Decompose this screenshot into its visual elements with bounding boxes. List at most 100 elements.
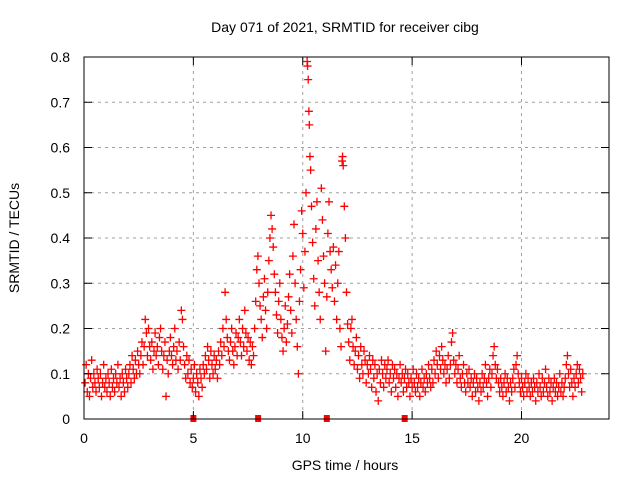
data-point [320,279,329,288]
data-point [139,360,148,369]
x-axis-label: GPS time / hours [292,457,399,473]
data-point [187,365,196,374]
data-point [276,315,285,324]
data-point [246,338,255,347]
data-point [247,360,256,369]
data-point [127,378,136,387]
grid [84,57,609,419]
data-point [85,392,94,401]
data-point [215,360,224,369]
data-point [447,338,456,347]
data-point [432,347,441,356]
data-point [317,184,326,193]
data-point [218,324,227,333]
data-point [411,387,420,396]
data-point [309,274,318,283]
data-point [223,333,232,342]
data-point [269,243,278,252]
data-point [183,369,192,378]
data-point [550,374,559,383]
data-point [304,75,313,84]
data-point [566,365,575,374]
data-point [240,306,249,315]
data-point [351,347,360,356]
data-point [346,324,355,333]
data-point [578,369,587,378]
data-point [340,202,349,211]
data-point [142,329,151,338]
data-point [483,392,492,401]
y-tick-label: 0.7 [51,94,71,110]
data-point [390,365,399,374]
x-tick-label: 10 [295,430,311,446]
data-point [262,324,271,333]
data-point [330,297,339,306]
data-point [437,342,446,351]
data-point [407,374,416,383]
data-point [176,356,185,365]
data-point [329,243,338,252]
data-point [81,378,90,387]
data-point [253,252,262,261]
data-point [322,292,331,301]
data-point [361,356,370,365]
data-point [178,315,187,324]
data-point [177,306,186,315]
data-point [426,383,435,392]
data-point [334,247,343,256]
data-point [375,365,384,374]
data-point [529,374,538,383]
data-point [293,342,302,351]
data-point [318,215,327,224]
data-point [186,378,195,387]
data-point [188,383,197,392]
data-point [258,333,267,342]
y-tick-label: 0.8 [51,49,71,65]
data-point [185,356,193,365]
data-point [172,347,181,356]
data-point [364,369,373,378]
data-point [489,351,498,360]
data-point [353,365,362,374]
data-point [326,247,335,256]
data-point [508,374,517,383]
axis-ticks [83,56,609,420]
data-point [294,369,303,378]
data-point [444,351,453,360]
data-point [105,378,114,387]
data-point [190,360,199,369]
data-point [498,392,507,401]
data-point [335,324,344,333]
data-point [454,365,463,374]
data-point [573,360,582,369]
data-point [487,369,496,378]
data-point [305,152,314,161]
data-point [450,369,459,378]
data-point [555,369,564,378]
data-point [505,396,514,405]
data-point [412,369,421,378]
data-point [211,365,220,374]
data-point [493,365,502,374]
data-point [338,152,347,161]
data-point [94,374,103,383]
y-tick-label: 0.2 [51,321,71,337]
data-point [106,392,115,401]
data-point [491,360,500,369]
data-point [250,324,259,333]
data-point [380,360,389,369]
data-points [81,57,587,405]
data-point [381,374,390,383]
data-point [249,351,258,360]
data-point [93,365,102,374]
data-point [270,270,279,279]
data-point [245,356,254,365]
data-point [135,369,144,378]
data-point [360,347,368,356]
data-point [228,347,237,356]
data-point [261,306,270,315]
data-point [299,283,308,292]
data-point [286,306,295,315]
data-point [363,360,372,369]
